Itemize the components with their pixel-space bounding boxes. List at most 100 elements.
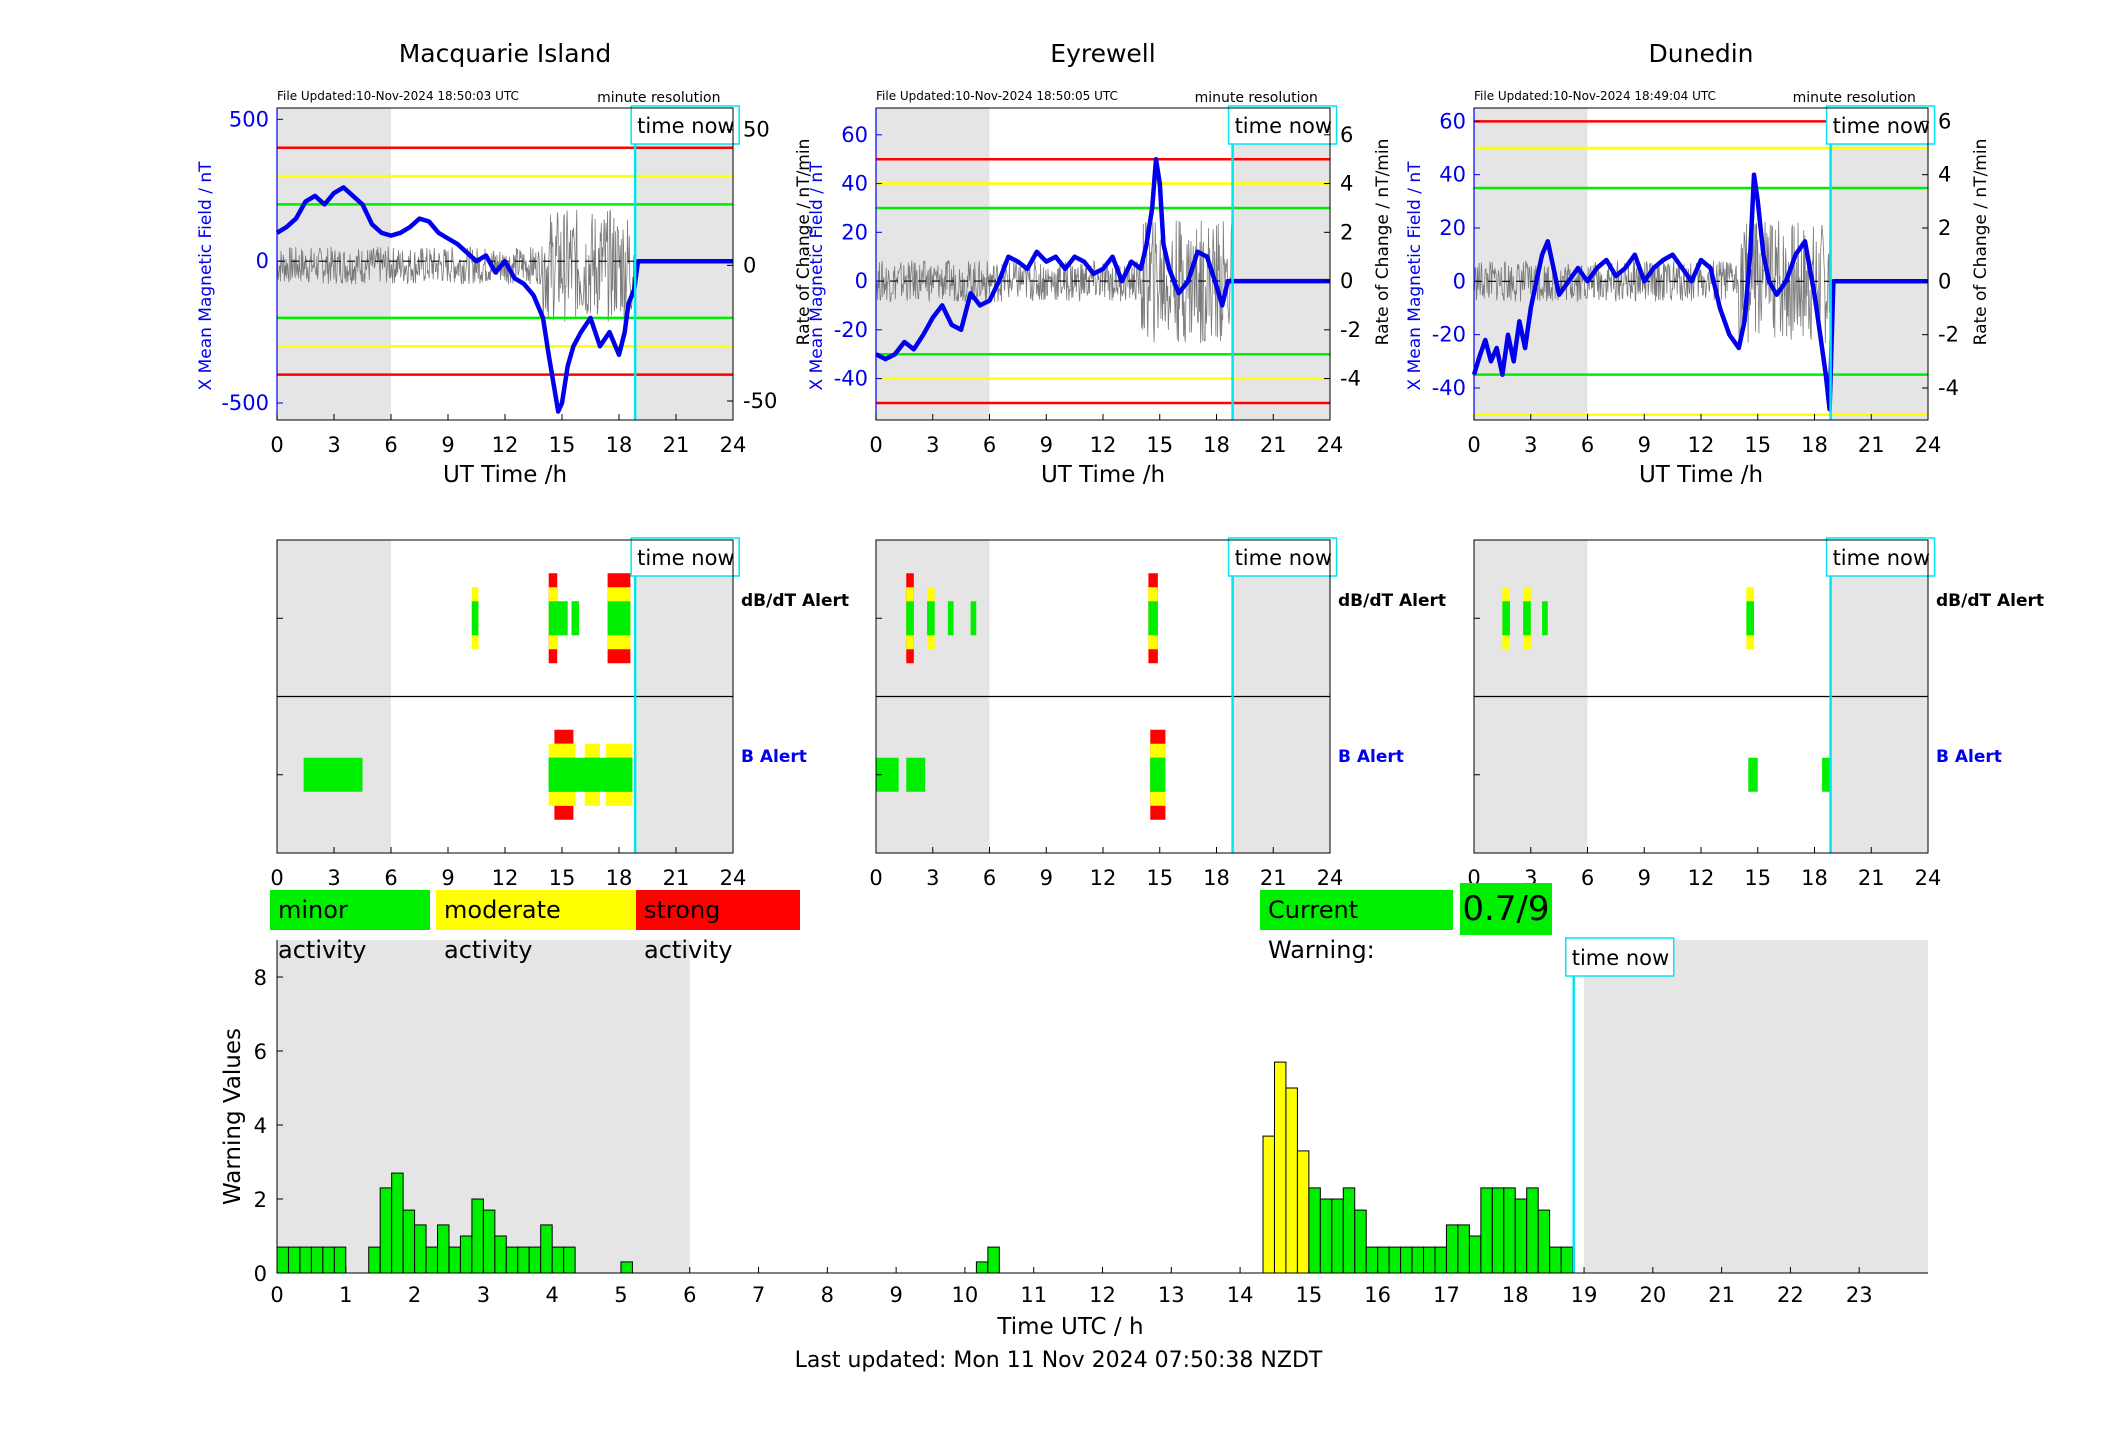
y-tick-right-label: -2 xyxy=(1340,318,1361,342)
x-tick-label: 9 xyxy=(441,866,454,890)
x-tick-label: 0 xyxy=(270,866,283,890)
warning-bar xyxy=(368,1246,381,1274)
warning-bar xyxy=(517,1246,530,1274)
x-tick-label: 21 xyxy=(1260,433,1287,457)
x-tick-label: 9 xyxy=(1638,866,1651,890)
x-tick-label: 5 xyxy=(614,1283,627,1307)
x-tick-label: 3 xyxy=(327,866,340,890)
warning-bar xyxy=(414,1224,427,1274)
dbdt-alert-label: dB/dT Alert xyxy=(741,591,849,611)
time-now-box xyxy=(1227,105,1338,145)
night-shade xyxy=(1233,108,1330,420)
warning-bar xyxy=(1526,1187,1539,1274)
warning-bar xyxy=(425,1246,439,1274)
x-tick-label: 6 xyxy=(683,1283,696,1307)
time-now-label: time now xyxy=(637,546,734,570)
time-now-label: time now xyxy=(1833,546,1930,570)
x-tick-label: 18 xyxy=(1203,866,1230,890)
minute-resolution-label: minute resolution xyxy=(1195,90,1318,106)
y-tick-label: 8 xyxy=(254,966,267,990)
x-tick-label: 6 xyxy=(384,866,397,890)
x-tick-label: 21 xyxy=(1858,866,1885,890)
y-axis-label-right: Rate of Change / nT/min xyxy=(1373,139,1393,346)
x-tick-label: 0 xyxy=(270,1283,283,1307)
warning-bar xyxy=(494,1235,507,1274)
y-tick-right-label: -4 xyxy=(1938,376,1959,400)
x-tick-label: 20 xyxy=(1639,1283,1666,1307)
x-tick-label: 15 xyxy=(1146,433,1173,457)
y-tick-label: 6 xyxy=(254,1040,267,1064)
b-alert-bar xyxy=(548,757,633,792)
time-now-box xyxy=(630,105,740,145)
dbdt-alert-bar xyxy=(970,601,977,636)
dbdt-alert-bar xyxy=(571,601,580,636)
x-tick-label: 11 xyxy=(1020,1283,1047,1307)
b-alert-bar xyxy=(303,757,363,792)
magnetic-field-line xyxy=(1471,172,1928,412)
y-tick-left-label: 0 xyxy=(256,249,269,273)
night-shade xyxy=(1474,108,1588,420)
warning-bar xyxy=(299,1246,312,1274)
warning-bar xyxy=(528,1246,542,1274)
night-shade xyxy=(636,108,733,420)
x-tick-label: 12 xyxy=(492,866,519,890)
warning-bar xyxy=(1491,1187,1505,1274)
warning-bar xyxy=(1549,1246,1562,1274)
time-now-label: time now xyxy=(1235,114,1332,138)
dbdt-alert-bar xyxy=(1523,601,1531,636)
time-now-label: time now xyxy=(1833,114,1930,138)
station-title: Eyrewell xyxy=(1050,39,1155,68)
time-now-box xyxy=(1825,105,1936,145)
legend-minor: minor activity xyxy=(270,890,430,964)
alert-strip-0: time now 0 3 6 9 12 15 18 21 24 dB/dT Alert B Alert xyxy=(270,537,849,890)
dbdt-alert-label: dB/dT Alert xyxy=(1936,591,2044,611)
warning-bar xyxy=(1354,1209,1367,1274)
x-tick-label: 18 xyxy=(1801,433,1828,457)
y-tick-left-label: -500 xyxy=(221,391,269,415)
x-tick-label: 9 xyxy=(441,433,454,457)
y-tick-left-label: 40 xyxy=(841,172,868,196)
time-now-box xyxy=(1227,537,1338,577)
warning-bar xyxy=(448,1246,461,1274)
b-alert-label: B Alert xyxy=(1936,747,2002,767)
y-tick-left-label: -40 xyxy=(1432,376,1466,400)
warning-bar xyxy=(1308,1187,1321,1274)
x-tick-label: 15 xyxy=(549,433,576,457)
warning-bar xyxy=(505,1246,519,1274)
file-updated: File Updated:10-Nov-2024 18:50:03 UTC xyxy=(277,89,519,103)
warning-bar xyxy=(1342,1187,1356,1274)
x-tick-label: 9 xyxy=(1040,866,1053,890)
warning-bar xyxy=(987,1246,1000,1274)
x-tick-label: 18 xyxy=(1801,866,1828,890)
x-tick-label: 0 xyxy=(869,866,882,890)
x-tick-label: 23 xyxy=(1846,1283,1873,1307)
warning-bar xyxy=(1296,1150,1310,1274)
legend-strong: strong activity xyxy=(636,890,800,964)
x-axis-label: UT Time /h xyxy=(1639,462,1763,488)
x-tick-label: 2 xyxy=(408,1283,421,1307)
y-tick-left-label: 20 xyxy=(1439,216,1466,240)
rate-of-change-trace xyxy=(276,209,636,322)
y-axis-label-left: X Mean Magnetic Field / nT xyxy=(1405,161,1425,391)
b-alert-label: B Alert xyxy=(1338,747,1404,767)
warning-bar xyxy=(1262,1135,1275,1274)
x-tick-label: 14 xyxy=(1227,1283,1254,1307)
y-tick-left-label: 20 xyxy=(841,220,868,244)
warning-bar xyxy=(322,1246,335,1274)
b-alert-label: B Alert xyxy=(741,747,807,767)
x-axis-label: UT Time /h xyxy=(443,462,567,488)
warning-bar xyxy=(391,1172,404,1274)
x-tick-label: 12 xyxy=(1089,1283,1116,1307)
dbdt-alert-bar xyxy=(1148,601,1158,636)
warning-bar xyxy=(1503,1187,1516,1274)
x-tick-label: 3 xyxy=(327,433,340,457)
x-axis-label: Time UTC / h xyxy=(996,1314,1143,1340)
night-shade xyxy=(876,108,990,420)
warning-bar xyxy=(1365,1246,1379,1274)
minute-resolution-label: minute resolution xyxy=(597,90,720,106)
x-tick-label: 9 xyxy=(1040,433,1053,457)
